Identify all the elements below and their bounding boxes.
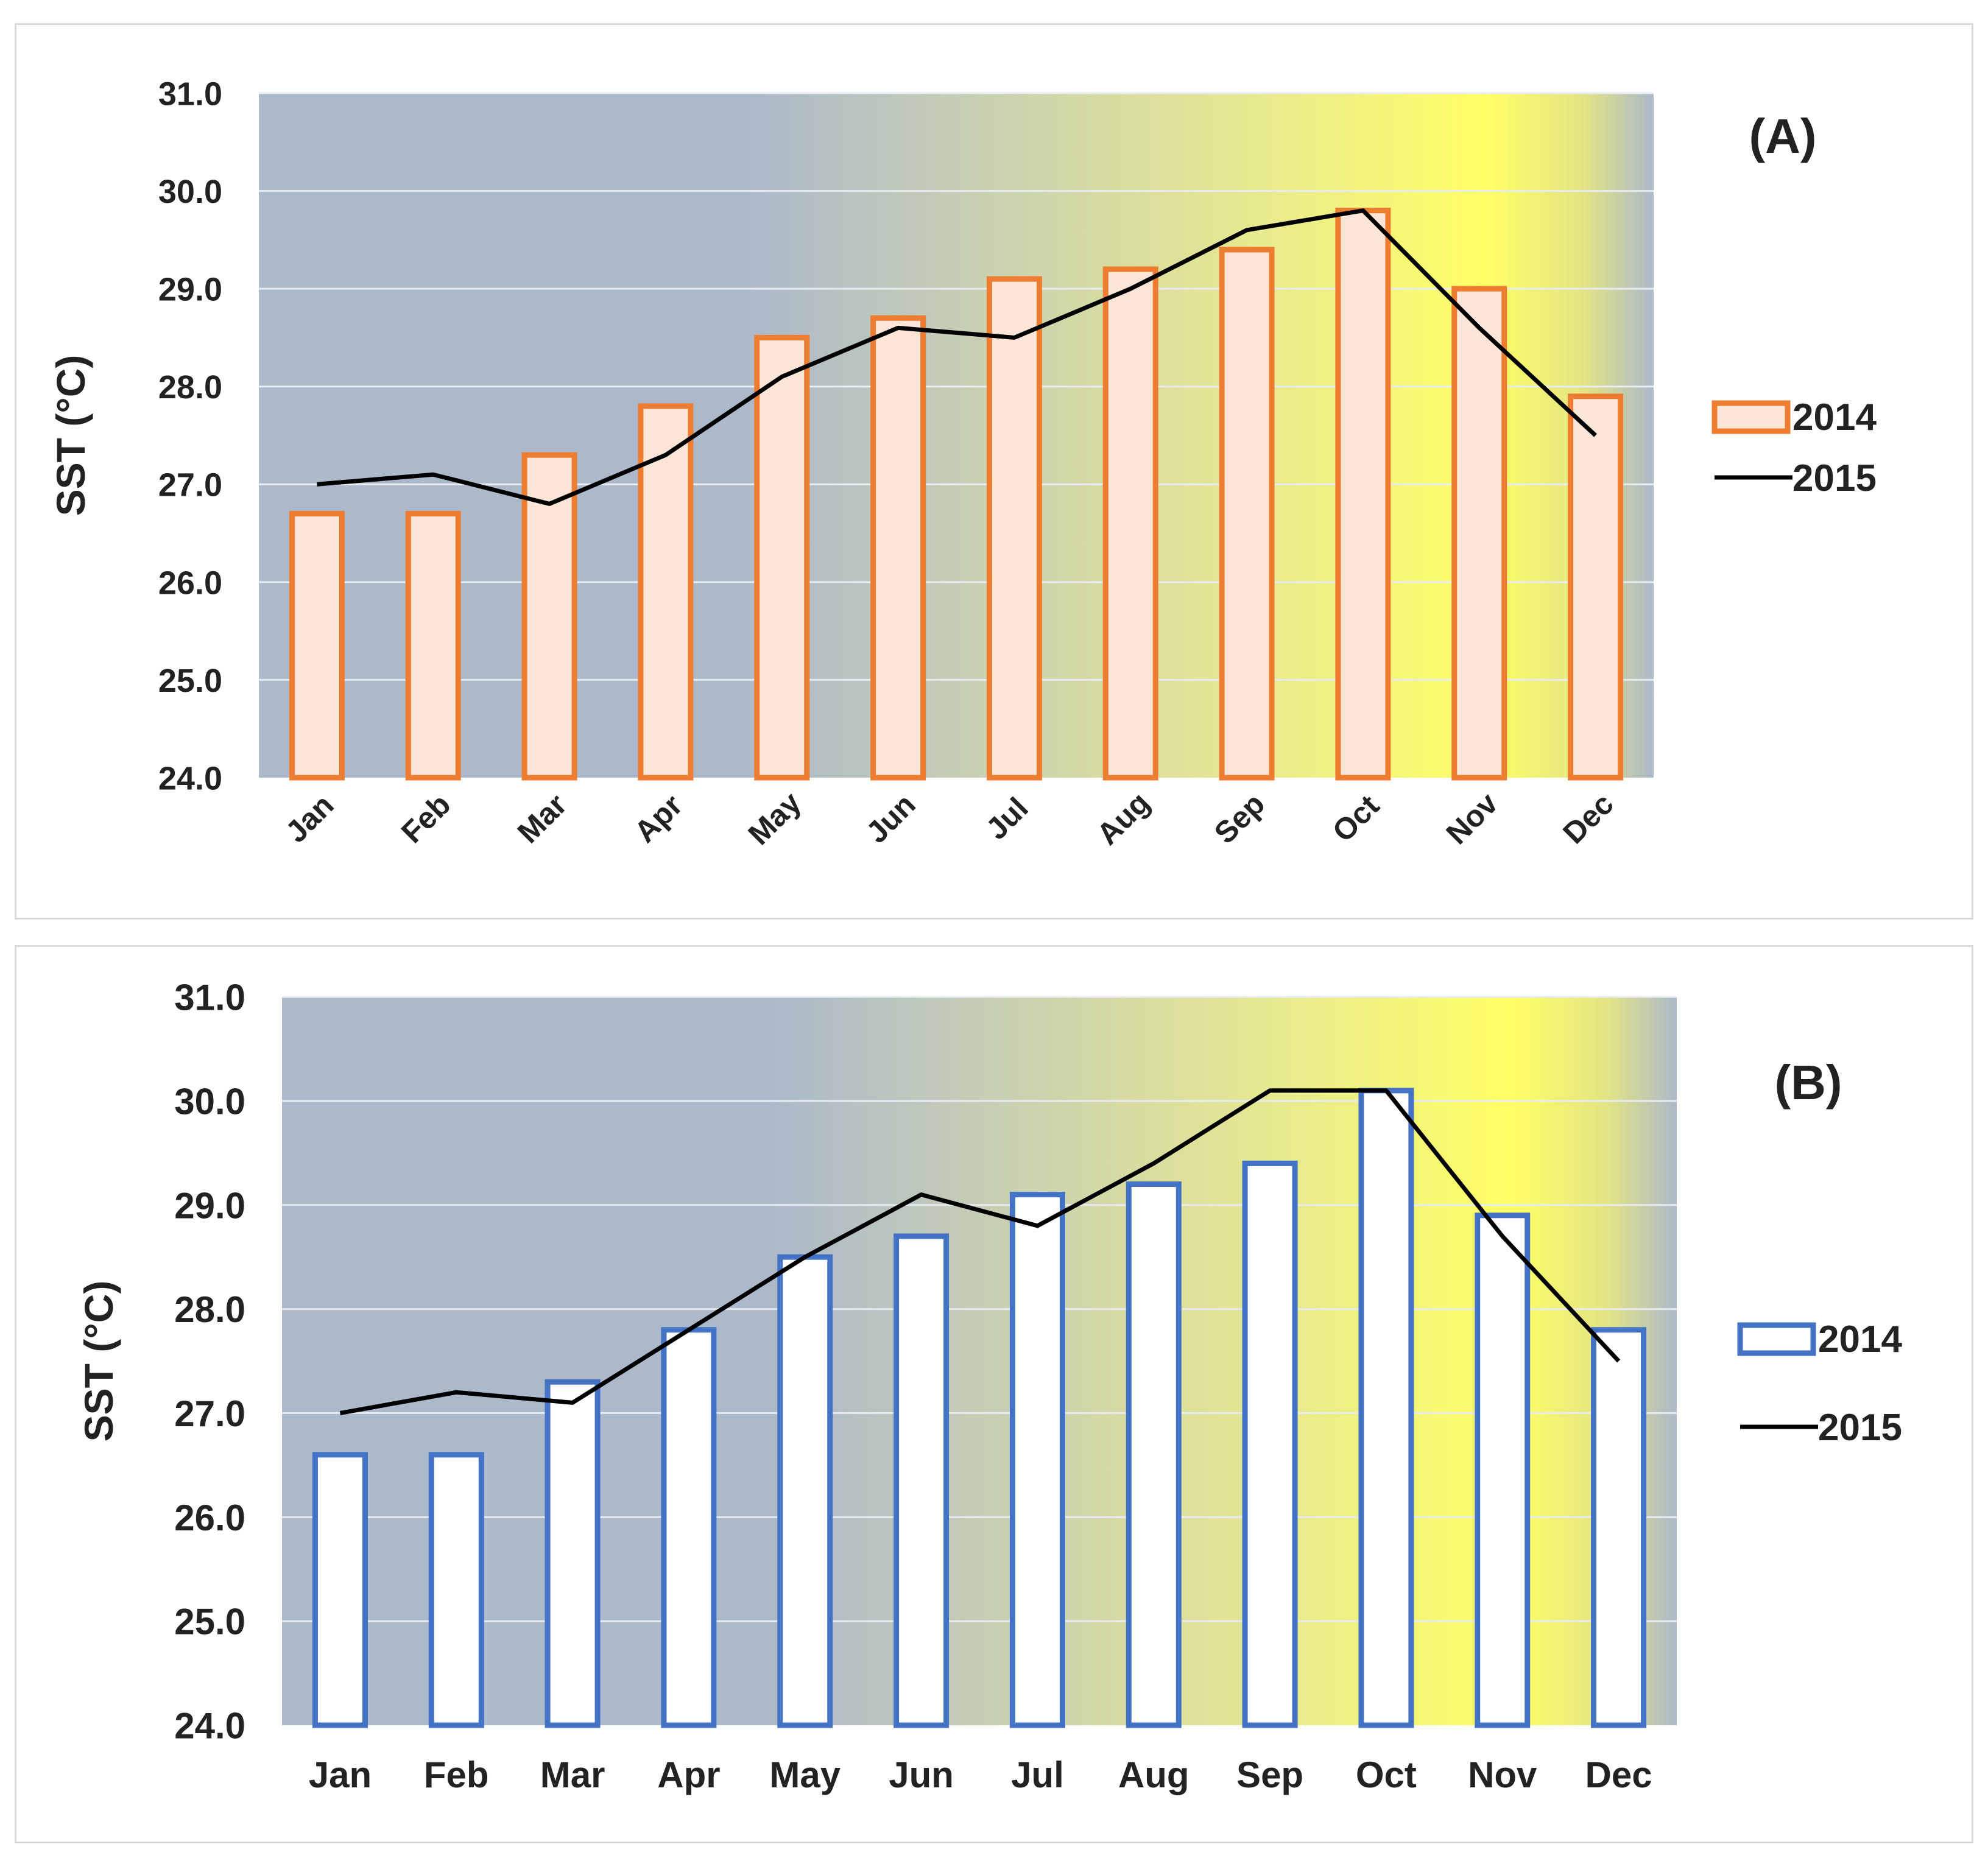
x-tick-label: Jan bbox=[309, 1754, 372, 1795]
plot-area bbox=[282, 997, 1677, 1725]
chart-b-svg: 24.0 25.0 26.0 27.0 28.0 29.0 30.0 31.0 Jan Feb Ma… bbox=[76, 977, 1902, 1795]
y-tick-label: 24.0 bbox=[158, 760, 222, 797]
legend-label-2015: 2015 bbox=[1818, 1407, 1902, 1449]
bar-2014-jan bbox=[289, 510, 345, 781]
bar-2014-apr bbox=[661, 1327, 717, 1728]
x-tick-label: Mar bbox=[511, 787, 573, 850]
legend-label-2015: 2015 bbox=[1792, 457, 1877, 499]
x-tick-label: Feb bbox=[395, 787, 457, 850]
legend-swatch-2014 bbox=[1711, 400, 1791, 434]
y-axis-label: SST (°C) bbox=[48, 355, 93, 516]
x-tick-label: Oct bbox=[1356, 1754, 1417, 1795]
x-tick-label: Jun bbox=[859, 787, 922, 850]
bar-2014-aug bbox=[1102, 266, 1158, 781]
bar-2014-jan bbox=[312, 1452, 368, 1728]
y-tick-label: 26.0 bbox=[174, 1497, 245, 1538]
x-tick-label: Nov bbox=[1440, 786, 1505, 851]
y-tick-label: 28.0 bbox=[158, 369, 222, 406]
x-tick-label: Feb bbox=[424, 1754, 489, 1795]
x-tick-label: May bbox=[769, 1754, 841, 1795]
bar-2014-dec bbox=[1568, 393, 1624, 781]
x-tick-label: Aug bbox=[1118, 1754, 1190, 1795]
y-tick-label: 30.0 bbox=[158, 174, 222, 210]
series-line-2015 bbox=[317, 208, 1597, 506]
x-tick-label: Dec bbox=[1556, 787, 1620, 850]
y-tick-label: 27.0 bbox=[158, 467, 222, 504]
y-tick-label: 28.0 bbox=[174, 1289, 245, 1330]
x-tick-label: Apr bbox=[657, 1754, 720, 1795]
panel-label: (A) bbox=[1749, 109, 1816, 163]
chart-a-svg: 24.0 25.0 26.0 27.0 28.0 29.0 30.0 31.0 Jan Feb Ma… bbox=[48, 76, 1877, 852]
chart-panel-a: 24.0 25.0 26.0 27.0 28.0 29.0 30.0 31.0 Jan Feb Ma… bbox=[15, 23, 1973, 920]
x-tick-label: Nov bbox=[1468, 1754, 1537, 1795]
y-tick-label: 26.0 bbox=[158, 565, 222, 601]
panel-label: (B) bbox=[1774, 1055, 1842, 1110]
bar-2014-sep bbox=[1242, 1160, 1298, 1728]
y-tick-label: 25.0 bbox=[158, 663, 222, 699]
bar-2014-mar bbox=[521, 452, 577, 781]
x-tick-label: Sep bbox=[1208, 787, 1271, 850]
bar-2014-jul bbox=[1009, 1192, 1065, 1728]
bar-2014-mar bbox=[545, 1379, 601, 1728]
bar-2014-apr bbox=[638, 403, 694, 781]
legend-label-2014: 2014 bbox=[1792, 396, 1877, 438]
x-tick-label: Apr bbox=[628, 788, 689, 849]
bar-2014-jun bbox=[870, 315, 926, 781]
bar-2014-jun bbox=[894, 1233, 950, 1728]
x-tick-label: Jun bbox=[889, 1754, 954, 1795]
bar-2014-feb bbox=[405, 510, 461, 781]
bar-2014-aug bbox=[1126, 1181, 1182, 1728]
y-axis-label: SST (°C) bbox=[76, 1281, 121, 1442]
y-tick-label: 31.0 bbox=[158, 76, 222, 112]
bar-2014-feb bbox=[428, 1452, 484, 1728]
y-tick-label: 25.0 bbox=[174, 1602, 245, 1642]
bar-2014-may bbox=[777, 1254, 833, 1728]
x-tick-label: Jul bbox=[979, 791, 1035, 846]
x-tick-label: Jul bbox=[1011, 1754, 1064, 1795]
plot-area bbox=[259, 93, 1654, 778]
x-tick-label: Jan bbox=[279, 788, 340, 850]
bar-2014-oct bbox=[1335, 208, 1391, 781]
bar-2014-may bbox=[754, 334, 810, 781]
bar-2014-nov bbox=[1475, 1212, 1531, 1728]
x-tick-label: Oct bbox=[1326, 788, 1386, 848]
bar-2014-dec bbox=[1591, 1327, 1647, 1728]
y-tick-label: 24.0 bbox=[174, 1706, 245, 1747]
legend-label-2014: 2014 bbox=[1818, 1318, 1902, 1360]
x-tick-label: Mar bbox=[540, 1754, 605, 1795]
y-tick-label: 31.0 bbox=[174, 977, 245, 1018]
x-tick-label: Dec bbox=[1585, 1754, 1652, 1795]
bar-2014-jul bbox=[986, 276, 1042, 781]
bar-2014-sep bbox=[1219, 247, 1275, 781]
chart-panel-b: 24.0 25.0 26.0 27.0 28.0 29.0 30.0 31.0 Jan Feb Ma… bbox=[15, 945, 1973, 1843]
y-tick-label: 30.0 bbox=[174, 1081, 245, 1122]
y-tick-label: 29.0 bbox=[174, 1185, 245, 1226]
bar-2014-nov bbox=[1451, 286, 1507, 781]
x-tick-label: Sep bbox=[1236, 1754, 1303, 1795]
x-tick-label: May bbox=[742, 786, 808, 852]
y-tick-label: 29.0 bbox=[158, 272, 222, 308]
series-line-2015 bbox=[339, 1088, 1621, 1415]
legend-swatch-2014 bbox=[1737, 1322, 1816, 1356]
bar-2014-oct bbox=[1358, 1088, 1414, 1728]
x-tick-label: Aug bbox=[1090, 786, 1156, 851]
y-tick-label: 27.0 bbox=[174, 1393, 245, 1434]
